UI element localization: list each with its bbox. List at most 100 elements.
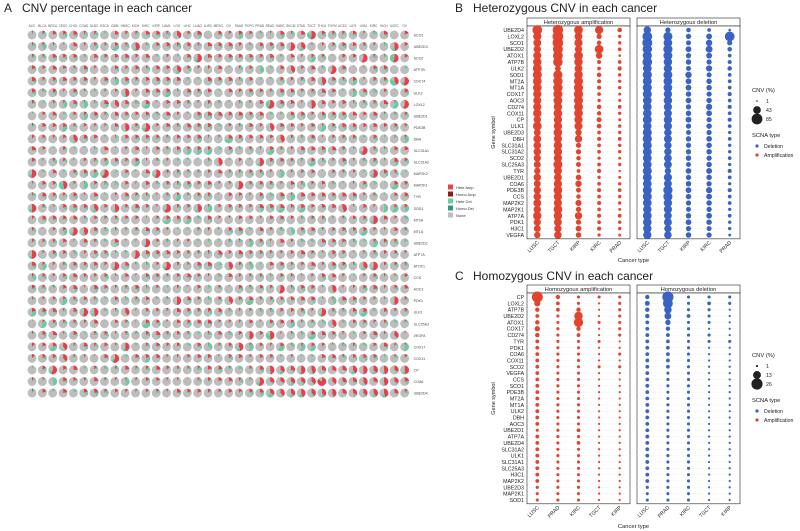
pie-slice xyxy=(383,65,388,70)
pie-slice xyxy=(228,30,231,35)
cnv-pie xyxy=(224,180,234,190)
pie-slice xyxy=(100,192,109,202)
cnv-pie xyxy=(172,42,182,51)
pie-slice xyxy=(32,42,34,47)
cnv-pie xyxy=(110,273,120,282)
cnv-pie xyxy=(276,169,285,178)
cnv-pie xyxy=(203,157,213,167)
cnv-pie xyxy=(110,42,120,51)
pie-slice xyxy=(27,180,37,190)
pie-slice xyxy=(327,53,337,63)
pie-slice xyxy=(182,146,188,155)
cnv-pie xyxy=(265,180,275,190)
pie-slice xyxy=(228,65,230,70)
cnv-pie xyxy=(389,111,399,121)
pie-slice xyxy=(151,65,161,75)
pie-slice xyxy=(321,67,326,70)
pie-slice xyxy=(218,100,220,105)
cnv-pie xyxy=(317,134,327,144)
pie-slice xyxy=(373,215,378,225)
cnv-pie xyxy=(182,111,192,121)
gene-label: ATP7B xyxy=(414,68,426,72)
cnv-pie xyxy=(348,192,358,202)
pie-slice xyxy=(400,81,405,84)
pie-slice xyxy=(224,261,229,271)
pie-slice xyxy=(244,88,253,98)
cnv-pie xyxy=(379,215,389,225)
cnv-pie xyxy=(151,146,161,155)
pie-slice xyxy=(342,99,347,105)
pie-slice xyxy=(369,65,378,75)
pie-slice xyxy=(363,91,368,96)
pie-slice xyxy=(37,157,47,167)
pie-slice xyxy=(331,65,337,75)
pie-slice xyxy=(73,58,78,61)
cnv-pie xyxy=(255,226,265,236)
cnv-pie xyxy=(275,146,285,155)
cnv-pie xyxy=(348,180,358,190)
cnv-pie xyxy=(327,76,337,86)
pie-slice xyxy=(389,65,399,75)
pie-slice xyxy=(187,65,191,70)
pie-slice xyxy=(176,43,181,47)
pie-slice xyxy=(104,88,108,93)
pie-slice xyxy=(79,76,89,86)
pie-slice xyxy=(63,89,66,93)
pie-slice xyxy=(156,35,160,38)
cnv-pie xyxy=(172,238,182,248)
gene-label: COX17 xyxy=(414,345,426,349)
pie-slice xyxy=(342,77,347,82)
pie-slice xyxy=(32,76,37,82)
pie-slice xyxy=(63,53,67,59)
pie-slice xyxy=(94,77,97,82)
pie-slice xyxy=(37,261,44,271)
pie-slice xyxy=(249,79,254,82)
pie-slice xyxy=(280,104,285,107)
pie-slice xyxy=(290,53,295,59)
pie-slice xyxy=(259,77,263,82)
pie-slice xyxy=(125,79,130,82)
pie-slice xyxy=(182,88,192,98)
pie-slice xyxy=(332,53,334,59)
cnv-pie xyxy=(369,261,378,271)
pie-slice xyxy=(207,81,212,85)
pie-slice xyxy=(63,100,68,109)
cnv-pie xyxy=(358,146,368,155)
pie-slice xyxy=(373,88,378,93)
cnv-pie xyxy=(358,238,368,248)
pie-slice xyxy=(280,53,282,59)
cnv-pie xyxy=(369,192,378,202)
pie-slice xyxy=(249,92,253,96)
cnv-pie xyxy=(89,261,99,271)
pie-slice xyxy=(58,53,67,63)
cnv-pie xyxy=(100,65,109,75)
cnv-pie xyxy=(348,30,358,40)
cnv-pie xyxy=(120,180,130,190)
pie-slice xyxy=(373,261,378,271)
pie-slice xyxy=(404,42,409,47)
cancer-label: CESC xyxy=(59,24,69,28)
pie-slice xyxy=(259,115,264,118)
cnv-pie xyxy=(151,99,161,109)
cnv-pie xyxy=(100,99,109,109)
pie-slice xyxy=(389,30,399,40)
cnv-pie xyxy=(58,203,68,213)
pie-slice xyxy=(255,30,265,40)
pie-slice xyxy=(151,99,161,109)
cnv-pie xyxy=(317,226,327,236)
cnv-pie xyxy=(244,261,254,271)
cnv-pie xyxy=(68,203,78,213)
cnv-pie xyxy=(224,99,234,109)
pie-slice xyxy=(63,100,66,105)
cnv-pie xyxy=(286,134,296,144)
pie-slice xyxy=(348,99,358,109)
pie-slice xyxy=(32,30,33,35)
pie-slice xyxy=(73,78,78,82)
cnv-pie xyxy=(317,123,327,132)
cnv-pie xyxy=(162,76,171,86)
pie-slice xyxy=(338,273,347,282)
pie-slice xyxy=(218,100,222,105)
pie-slice xyxy=(352,103,358,105)
cnv-pie xyxy=(276,111,285,121)
cnv-pie xyxy=(296,180,306,190)
